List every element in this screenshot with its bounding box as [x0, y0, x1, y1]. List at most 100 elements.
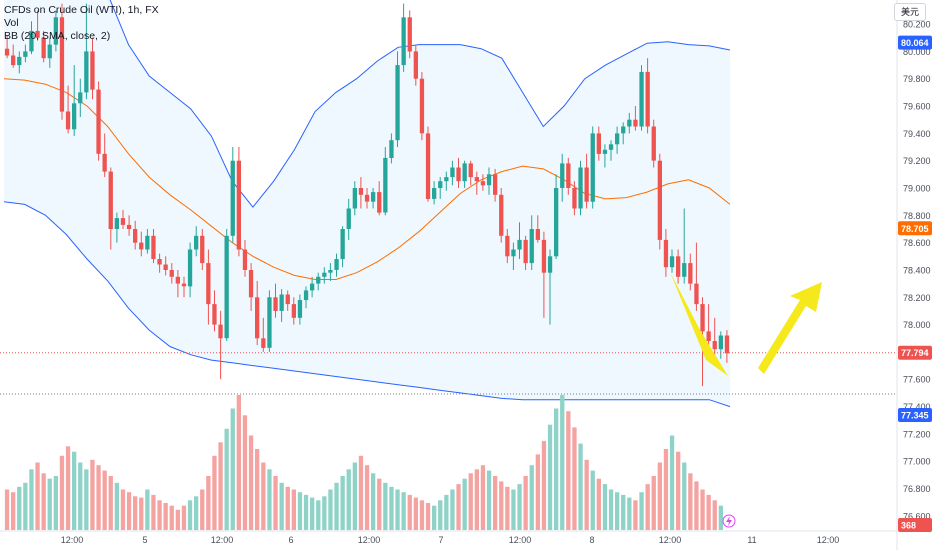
volume-bar: [126, 492, 132, 530]
candle-body: [291, 304, 296, 318]
candle-body: [175, 276, 180, 284]
volume-bar: [255, 449, 260, 530]
candle-body: [90, 51, 95, 90]
price-tick-label: 77.400: [903, 402, 931, 412]
candle-body: [511, 249, 516, 257]
candle-body: [352, 188, 357, 209]
volume-indicator-label[interactable]: Vol: [4, 17, 19, 29]
candle-body: [187, 249, 193, 287]
volume-bar: [316, 500, 321, 530]
candle-body: [407, 17, 412, 52]
candle-body: [133, 229, 138, 243]
volume-bar: [572, 427, 577, 530]
candle-body: [84, 51, 89, 93]
volume-bar: [328, 489, 333, 530]
candle-body: [602, 149, 608, 154]
candle-body: [200, 235, 205, 264]
volume-bar: [468, 473, 473, 530]
candle-body: [444, 177, 449, 182]
volume-bar: [151, 494, 156, 530]
candle-body: [218, 324, 223, 339]
candle-body: [633, 119, 638, 127]
candle-body: [316, 276, 321, 284]
volume-bar: [145, 489, 150, 530]
volume-bar: [590, 470, 595, 530]
volume-bar: [175, 509, 180, 531]
candle-body: [651, 126, 656, 161]
price-tick-label: 77.200: [903, 429, 931, 439]
time-tick-label: 12:00: [509, 535, 532, 545]
candle-body: [547, 256, 553, 273]
volume-bar: [688, 473, 693, 530]
volume-bar: [273, 476, 278, 530]
volume-bar: [133, 496, 138, 531]
volume-bar: [279, 482, 284, 531]
candle-body: [682, 263, 687, 277]
volume-bar: [65, 446, 71, 530]
candle-body: [151, 235, 156, 259]
candle-body: [566, 163, 571, 188]
volume-bar: [676, 451, 681, 530]
candle-body: [230, 160, 235, 236]
time-tick-label: 12:00: [817, 535, 840, 545]
volume-bar: [627, 497, 632, 530]
up-arrow: [758, 282, 822, 374]
candle-body: [297, 300, 303, 318]
volume-bar: [401, 492, 406, 530]
candle-body: [242, 249, 248, 270]
candle-body: [248, 270, 254, 298]
volume-bar: [700, 489, 705, 530]
candle-body: [554, 188, 559, 257]
bb-basis-price-label: 78.705: [901, 224, 929, 234]
volume-bar: [4, 489, 10, 530]
candle-body: [310, 283, 315, 291]
currency-button[interactable]: 美元: [894, 3, 926, 21]
candle-body: [529, 229, 534, 264]
volume-bar: [547, 424, 553, 530]
volume-bar: [645, 484, 650, 530]
candle-body: [255, 297, 260, 339]
candle-body: [541, 239, 547, 273]
volume-bar: [669, 435, 675, 530]
bb-basis-price-label-bg: [898, 221, 932, 236]
volume-bar: [554, 408, 559, 530]
candle-body: [181, 283, 187, 287]
bollinger-bands-label[interactable]: BB (20, SMA, close, 2): [4, 30, 111, 42]
time-tick-label: 7: [438, 535, 443, 545]
candle-body: [72, 103, 77, 130]
candle-body: [462, 163, 467, 182]
volume-bar: [462, 478, 467, 530]
volume-bar: [663, 449, 669, 530]
candle-body: [29, 30, 34, 52]
candle-body: [438, 181, 443, 188]
volume-bar: [602, 484, 608, 530]
volume-bar: [450, 489, 455, 530]
bb-upper-price-label-bg: [898, 35, 932, 50]
price-tick-label: 79.200: [903, 156, 931, 166]
time-tick-label: 6: [288, 535, 293, 545]
candle-body: [212, 304, 217, 325]
volume-bar: [718, 505, 723, 530]
candle-body: [419, 78, 425, 134]
volume-bar: [694, 481, 699, 530]
candle-body: [65, 111, 71, 130]
candle-body: [35, 30, 40, 38]
candle-body: [108, 171, 113, 229]
time-tick-label: 11: [747, 535, 756, 545]
candle-body: [688, 263, 693, 284]
volume-bar: [657, 462, 662, 530]
candle-body: [157, 259, 162, 265]
price-tick-label: 76.800: [903, 484, 931, 494]
volume-bar: [529, 465, 534, 530]
candle-body: [590, 133, 595, 202]
bb-lower-price-label-bg: [898, 408, 932, 422]
symbol-title[interactable]: CFDs on Crude Oil (WTI), 1h, FX: [4, 4, 159, 16]
volume-bar: [584, 459, 589, 530]
time-tick-label: 12:00: [211, 535, 234, 545]
volume-bar: [194, 496, 199, 531]
candle-body: [4, 48, 10, 56]
volume-bar: [535, 454, 540, 530]
volume-bar: [267, 469, 272, 531]
volume-bar: [212, 455, 217, 531]
